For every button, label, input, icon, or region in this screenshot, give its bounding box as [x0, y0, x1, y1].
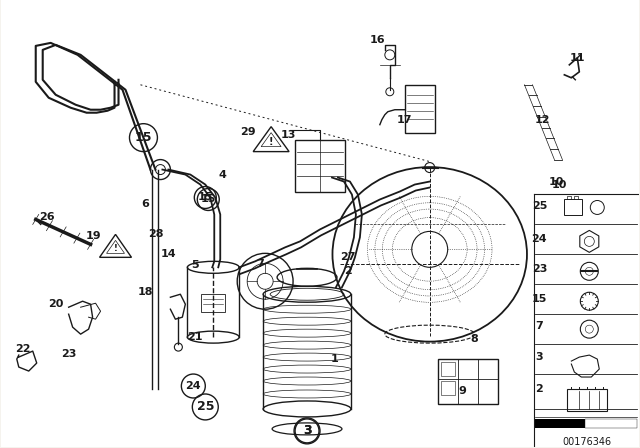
Bar [404, 85, 435, 133]
Text: 3: 3 [536, 352, 543, 362]
Text: 23: 23 [532, 264, 547, 274]
Text: 15: 15 [532, 294, 547, 304]
Text: 23: 23 [61, 349, 76, 359]
Text: 11: 11 [570, 53, 585, 63]
Text: 28: 28 [148, 229, 163, 239]
Text: 29: 29 [241, 127, 256, 137]
Text: 24: 24 [186, 381, 201, 391]
Text: 24: 24 [532, 234, 547, 244]
Text: 16: 16 [370, 35, 386, 45]
Text: 5: 5 [191, 260, 199, 270]
Text: 21: 21 [188, 332, 203, 342]
Text: 2: 2 [536, 384, 543, 394]
Text: 3: 3 [303, 424, 311, 437]
Text: 3: 3 [303, 424, 311, 437]
Bar [586, 419, 637, 428]
Text: !: ! [113, 244, 118, 253]
Bar [438, 359, 497, 404]
Text: 12: 12 [534, 115, 550, 125]
Text: 17: 17 [397, 115, 413, 125]
Text: 13: 13 [280, 129, 296, 140]
Text: 7: 7 [256, 259, 264, 269]
Text: 25: 25 [532, 202, 547, 211]
Text: 19: 19 [86, 231, 101, 241]
Text: 27: 27 [340, 252, 356, 263]
Text: 4: 4 [218, 169, 226, 180]
Text: 7: 7 [536, 321, 543, 331]
Text: 8: 8 [471, 334, 479, 344]
Text: !: ! [269, 137, 273, 146]
Text: 1: 1 [331, 354, 339, 364]
Bar [568, 389, 607, 411]
Text: 20: 20 [48, 299, 63, 309]
Text: 6: 6 [141, 199, 149, 210]
Text: 15: 15 [134, 131, 152, 144]
Bar [564, 199, 582, 215]
Text: 2: 2 [344, 266, 352, 276]
Text: 18: 18 [138, 287, 153, 297]
Text: 14: 14 [161, 250, 176, 259]
Text: 26: 26 [39, 212, 54, 223]
Text: 15: 15 [200, 194, 216, 204]
Text: 00176346: 00176346 [563, 437, 612, 447]
Bar [536, 419, 586, 428]
Bar [295, 140, 345, 191]
Text: 15: 15 [198, 193, 213, 202]
Bar [202, 294, 225, 312]
Text: 10: 10 [548, 177, 564, 186]
Text: 10: 10 [552, 180, 567, 190]
Text: 22: 22 [15, 344, 31, 354]
Text: 9: 9 [459, 386, 467, 396]
Bar [441, 381, 454, 395]
Text: 25: 25 [196, 401, 214, 414]
Bar [441, 362, 454, 376]
